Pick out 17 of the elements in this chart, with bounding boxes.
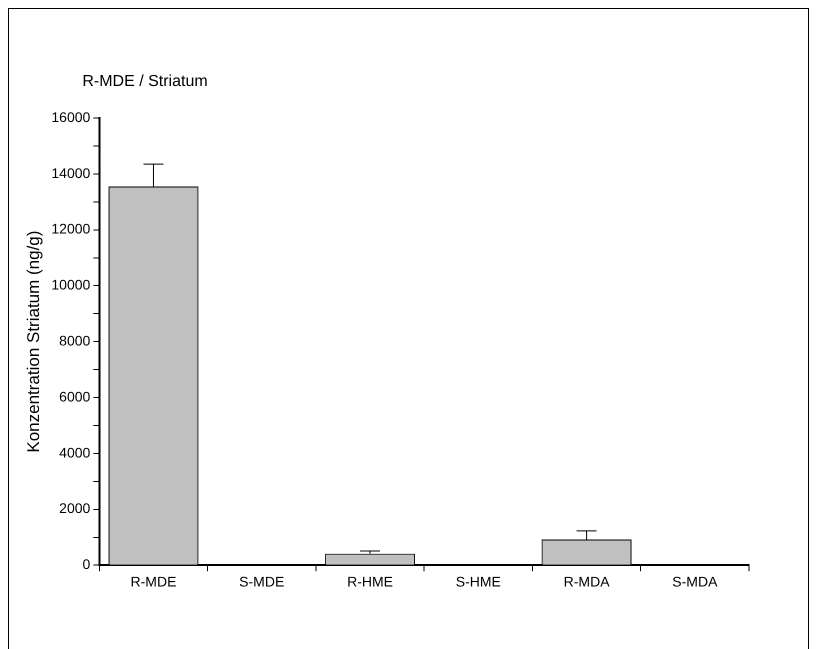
x-tick-label: S-HME: [456, 573, 501, 590]
y-tick-label: 8000: [59, 332, 91, 348]
y-tick-label: 6000: [59, 388, 91, 404]
chart-title: R-MDE / Striatum: [82, 73, 208, 90]
x-tick-label: S-MDE: [239, 573, 284, 590]
y-tick-label: 14000: [51, 164, 91, 181]
x-tick-label: S-MDA: [672, 573, 718, 590]
y-tick-label: 0: [82, 556, 91, 572]
y-tick-label: 10000: [51, 276, 91, 293]
x-tick-label: R-HME: [347, 573, 393, 590]
y-tick-label: 2000: [59, 500, 91, 516]
y-tick-label: 4000: [59, 444, 91, 460]
x-tick-label: R-MDA: [564, 573, 610, 590]
y-tick-label: 16000: [51, 108, 91, 125]
y-tick-label: 12000: [51, 220, 91, 237]
x-tick-label: R-MDE: [130, 573, 176, 590]
y-axis-title: Konzentration Striatum (ng/g): [24, 230, 43, 453]
